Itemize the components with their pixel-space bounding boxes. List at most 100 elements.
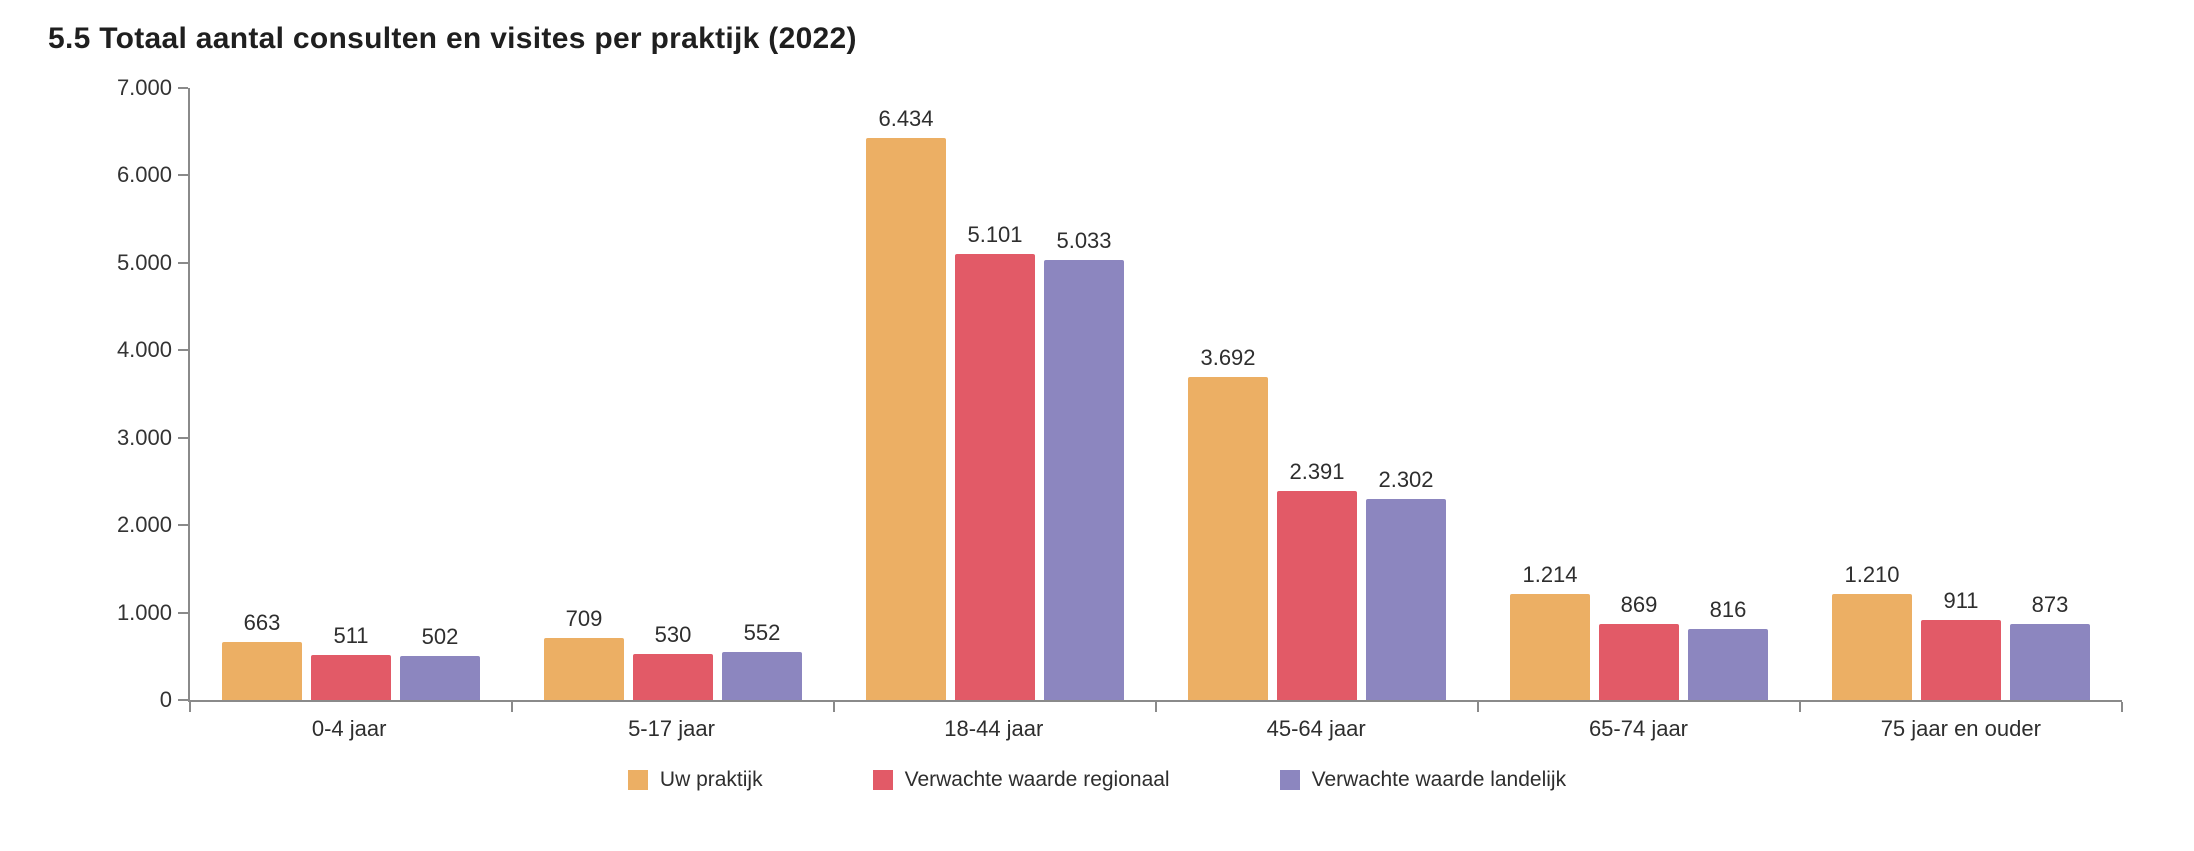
y-axis-tick-mark	[178, 261, 188, 264]
bar-group: 6.434 5.101 5.033	[834, 88, 1156, 700]
bar-wrap: 530	[633, 88, 713, 700]
bar-wrap: 2.302	[1366, 88, 1446, 700]
bar-verwachte-waarde-regionaal	[1277, 490, 1357, 700]
bar-verwachte-waarde-landelijk	[1044, 259, 1124, 700]
x-axis-tick-mark	[189, 702, 191, 712]
x-axis-category-label: 18-44 jaar	[944, 716, 1044, 741]
bar-value-label: 5.101	[967, 222, 1023, 248]
bar-wrap: 511	[311, 88, 391, 700]
bar-chart: 663 511 502 709 530 552 6.434 5.101 5.033 3.692 2.…	[48, 75, 2146, 792]
bar-wrap: 709	[544, 88, 624, 700]
bar-value-label: 873	[2031, 591, 2069, 617]
x-axis-tick-mark	[1476, 702, 1479, 712]
y-axis-tick-mark	[178, 699, 188, 701]
x-axis-labels: 0-4 jaar 5-17 jaar 18-44 jaar 45-64 jaar 65-…	[188, 702, 2122, 742]
bar-group: 1.214 869 816	[1478, 88, 1800, 700]
y-axis-tick-mark	[178, 611, 188, 614]
bar-value-label: 2.302	[1378, 466, 1434, 492]
bar-verwachte-waarde-regionaal	[1921, 620, 2001, 700]
bar-value-label: 1.210	[1844, 562, 1900, 588]
bar-uw-praktijk	[222, 642, 302, 700]
bar-value-label: 3.692	[1200, 345, 1256, 371]
x-axis-tick-mark	[832, 702, 835, 712]
bar-wrap: 873	[2010, 88, 2090, 700]
x-axis-category-label: 65-74 jaar	[1588, 716, 1689, 741]
bar-value-label: 1.214	[1522, 561, 1578, 587]
x-axis-tick-mark	[510, 702, 513, 712]
bar-verwachte-waarde-landelijk	[1366, 498, 1446, 700]
bar-verwachte-waarde-landelijk	[722, 651, 802, 700]
y-axis-tick-label: 6.000	[116, 162, 172, 188]
bar-value-label: 816	[1709, 596, 1747, 622]
x-axis-category-label: 5-17 jaar	[628, 716, 715, 741]
y-axis-tick-label: 2.000	[116, 512, 172, 538]
bar-group: 1.210 911 873	[1800, 88, 2122, 700]
bar-wrap: 911	[1921, 88, 2001, 700]
bar-value-label: 552	[743, 619, 781, 645]
bar-group: 3.692 2.391 2.302	[1156, 88, 1478, 700]
x-axis-category-label: 45-64 jaar	[1266, 716, 1366, 741]
bar-value-label: 911	[1943, 588, 1979, 614]
legend-item: Uw praktijk	[627, 768, 763, 792]
x-axis-tick-mark	[1799, 702, 1801, 712]
report-page: 5.5 Totaal aantal consulten en visites p…	[48, 22, 2146, 792]
bar-value-label: 511	[333, 623, 369, 649]
bar-value-label: 5.033	[1056, 227, 1112, 253]
bar-value-label: 2.391	[1289, 458, 1345, 484]
bar-uw-praktijk	[544, 638, 624, 700]
bar-verwachte-waarde-regionaal	[955, 254, 1035, 700]
bar-wrap: 816	[1688, 88, 1768, 700]
bar-verwachte-waarde-landelijk	[1688, 628, 1768, 700]
bar-uw-praktijk	[1832, 594, 1912, 700]
bar-value-label: 709	[565, 606, 603, 632]
legend-swatch-icon	[627, 770, 648, 790]
chart-legend: Uw praktijk Verwachte waarde regionaal Ver…	[48, 768, 2146, 792]
bar-group: 709 530 552	[512, 88, 834, 700]
bar-wrap: 502	[400, 88, 480, 700]
bar-verwachte-waarde-regionaal	[633, 653, 713, 700]
bar-group: 663 511 502	[190, 88, 512, 700]
bar-verwachte-waarde-landelijk	[400, 656, 480, 700]
bar-wrap: 1.214	[1510, 88, 1590, 700]
bar-value-label: 502	[421, 624, 459, 650]
legend-swatch-icon	[1279, 770, 1300, 790]
plot-area: 663 511 502 709 530 552 6.434 5.101 5.033 3.692 2.…	[117, 75, 2123, 712]
y-axis-tick-label: 3.000	[116, 424, 172, 450]
x-axis-category-label: 0-4 jaar	[311, 716, 387, 741]
bar-verwachte-waarde-regionaal	[1599, 624, 1679, 700]
bar-uw-praktijk	[1510, 593, 1590, 700]
x-axis-tick-mark	[1155, 702, 1157, 712]
legend-label: Verwachte waarde landelijk	[1311, 768, 1567, 791]
y-axis-tick-mark	[178, 349, 188, 352]
legend-label: Uw praktijk	[659, 768, 763, 791]
legend-item: Verwachte waarde landelijk	[1279, 768, 1567, 792]
bar-wrap: 552	[722, 88, 802, 700]
chart-title: 5.5 Totaal aantal consulten en visites p…	[48, 22, 857, 55]
bar-value-label: 6.434	[878, 105, 934, 131]
legend-swatch-icon	[872, 770, 893, 790]
y-axis-tick-mark	[178, 174, 188, 177]
bar-wrap: 6.434	[866, 88, 946, 700]
y-axis-tick-label: 5.000	[116, 249, 172, 275]
y-axis-tick-mark	[178, 87, 188, 89]
bar-value-label: 663	[243, 610, 281, 636]
bar-uw-praktijk	[1188, 377, 1268, 700]
y-axis-tick-label: 7.000	[116, 75, 172, 100]
y-axis-tick-mark	[178, 524, 188, 527]
bar-wrap: 663	[222, 88, 302, 700]
bar-wrap: 1.210	[1832, 88, 1912, 700]
x-axis-tick-mark	[2121, 702, 2123, 712]
bar-value-label: 869	[1620, 592, 1658, 618]
bar-verwachte-waarde-landelijk	[2010, 623, 2090, 700]
x-axis-category-label: 75 jaar en ouder	[1880, 716, 2041, 741]
y-axis-tick-label: 0	[159, 687, 172, 712]
bar-wrap: 2.391	[1277, 88, 1357, 700]
bar-value-label: 530	[654, 621, 692, 647]
legend-item: Verwachte waarde regionaal	[872, 768, 1170, 792]
legend-label: Verwachte waarde regionaal	[904, 768, 1170, 791]
bar-uw-praktijk	[866, 137, 946, 700]
y-axis-tick-label: 1.000	[116, 599, 172, 625]
bar-wrap: 869	[1599, 88, 1679, 700]
bar-verwachte-waarde-regionaal	[311, 655, 391, 700]
bar-wrap: 5.101	[955, 88, 1035, 700]
